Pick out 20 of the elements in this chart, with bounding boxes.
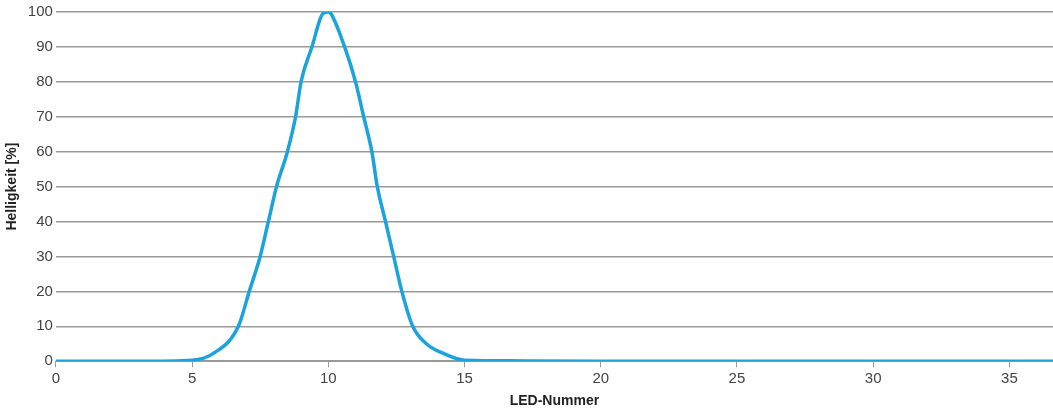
y-tick-label: 90 (36, 37, 53, 55)
x-tick-label: 30 (864, 369, 882, 387)
y-tick-label: 0 (44, 351, 53, 369)
x-tick-label: 15 (456, 369, 473, 387)
y-tick-label: 100 (27, 2, 53, 20)
x-tick-label: 10 (319, 369, 337, 387)
y-tick-label: 80 (36, 71, 53, 89)
y-tick-label: 60 (36, 141, 53, 159)
x-tick-label: 5 (187, 369, 197, 387)
y-tick-label: 40 (36, 211, 53, 229)
y-tick-label: 30 (36, 246, 53, 264)
y-tick-label: 10 (36, 316, 53, 334)
x-tick-label: 35 (1001, 369, 1018, 387)
y-tick-label: 70 (36, 106, 53, 124)
x-tick-label: 20 (592, 369, 610, 387)
y-tick-label: 50 (36, 176, 53, 194)
y-axis-title: Helligkeit [%] (3, 142, 20, 231)
y-tick-label: 20 (36, 281, 53, 299)
x-axis-title: LED-Nummer (509, 392, 600, 409)
x-tick-label: 25 (728, 369, 746, 387)
